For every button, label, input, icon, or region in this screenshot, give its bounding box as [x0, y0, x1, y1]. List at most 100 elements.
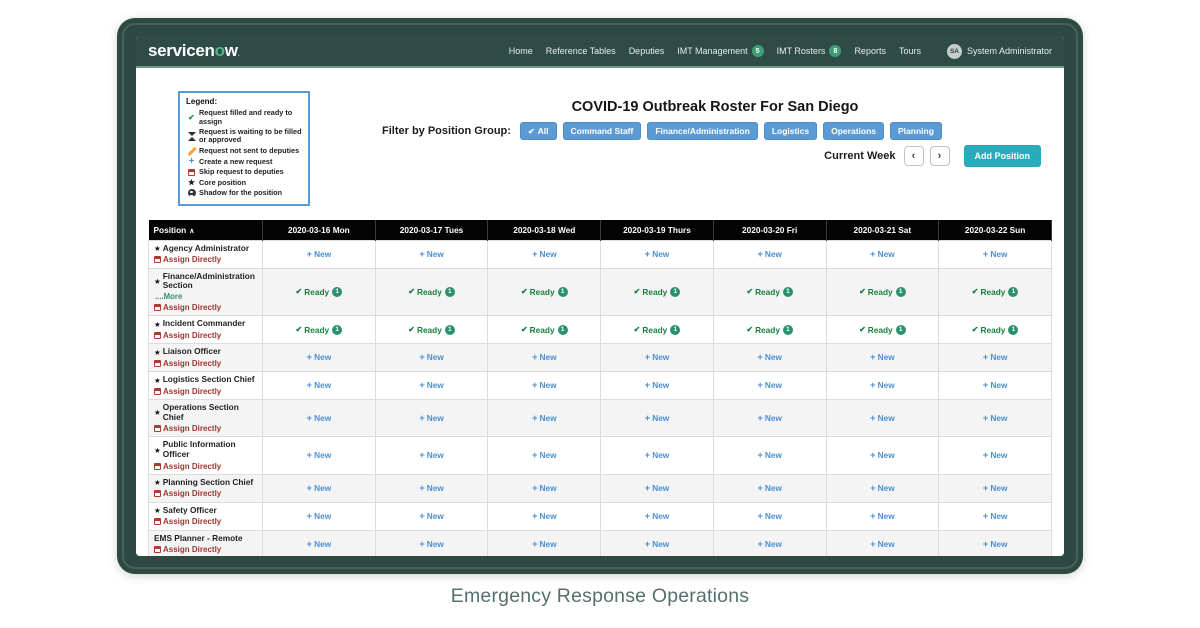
nav-user[interactable]: SA System Administrator: [946, 43, 1052, 59]
new-request-link[interactable]: + New: [307, 450, 332, 461]
nav-item-reports[interactable]: Reports: [854, 46, 886, 56]
new-request-link[interactable]: + New: [532, 413, 557, 424]
new-request-link[interactable]: + New: [532, 249, 557, 260]
new-request-link[interactable]: + New: [532, 352, 557, 363]
nav-item-imt-management[interactable]: IMT Management 5: [677, 45, 764, 57]
ready-status[interactable]: ✔ Ready 1: [972, 286, 1019, 297]
more-link[interactable]: ....More: [155, 292, 183, 302]
nav-item-deputies[interactable]: Deputies: [629, 46, 665, 56]
assign-directly-link[interactable]: Assign Directly: [154, 545, 258, 554]
new-request-link[interactable]: + New: [532, 450, 557, 461]
new-request-link[interactable]: + New: [870, 450, 895, 461]
ready-status[interactable]: ✔ Ready 1: [521, 286, 568, 297]
new-request-link[interactable]: + New: [307, 413, 332, 424]
new-request-link[interactable]: + New: [870, 511, 895, 522]
nav-item-imt-rosters[interactable]: IMT Rosters 8: [777, 45, 842, 57]
new-request-link[interactable]: + New: [757, 450, 782, 461]
new-request-link[interactable]: + New: [307, 539, 332, 550]
filter-button-command-staff[interactable]: Command Staff: [562, 122, 642, 140]
new-request-link[interactable]: + New: [757, 413, 782, 424]
ready-status[interactable]: ✔ Ready 1: [634, 286, 681, 297]
new-request-link[interactable]: + New: [307, 352, 332, 363]
new-request-link[interactable]: + New: [983, 249, 1008, 260]
new-request-link[interactable]: + New: [757, 249, 782, 260]
filter-button-planning[interactable]: Planning: [890, 122, 942, 140]
assign-directly-link[interactable]: Assign Directly: [154, 489, 258, 498]
nav-item-home[interactable]: Home: [509, 46, 533, 56]
ready-status[interactable]: ✔ Ready 1: [408, 324, 455, 335]
ready-status[interactable]: ✔ Ready 1: [972, 324, 1019, 335]
new-request-link[interactable]: + New: [419, 483, 444, 494]
new-request-link[interactable]: + New: [645, 380, 670, 391]
ready-status[interactable]: ✔ Ready 1: [408, 286, 455, 297]
assign-directly-link[interactable]: Assign Directly: [154, 424, 258, 433]
add-position-button[interactable]: Add Position: [963, 145, 1041, 167]
new-request-link[interactable]: + New: [419, 380, 444, 391]
new-request-link[interactable]: + New: [645, 483, 670, 494]
new-request-link[interactable]: + New: [645, 249, 670, 260]
new-request-link[interactable]: + New: [983, 352, 1008, 363]
new-request-link[interactable]: + New: [419, 249, 444, 260]
new-request-link[interactable]: + New: [757, 511, 782, 522]
new-request-link[interactable]: + New: [307, 483, 332, 494]
new-request-link[interactable]: + New: [870, 380, 895, 391]
ready-status[interactable]: ✔ Ready 1: [521, 324, 568, 335]
new-request-link[interactable]: + New: [983, 450, 1008, 461]
previous-week-button[interactable]: ‹: [903, 146, 924, 166]
new-request-link[interactable]: + New: [983, 413, 1008, 424]
new-request-link[interactable]: + New: [532, 380, 557, 391]
assign-directly-link[interactable]: Assign Directly: [154, 359, 258, 368]
filter-button-logistics[interactable]: Logistics: [763, 122, 818, 140]
new-request-link[interactable]: + New: [645, 511, 670, 522]
ready-status[interactable]: ✔ Ready 1: [634, 324, 681, 335]
assign-directly-link[interactable]: Assign Directly: [154, 255, 258, 264]
filter-button-all[interactable]: ✔ All: [519, 122, 557, 140]
new-request-link[interactable]: + New: [983, 380, 1008, 391]
new-request-link[interactable]: + New: [645, 413, 670, 424]
assign-directly-link[interactable]: Assign Directly: [154, 331, 258, 340]
new-request-link[interactable]: + New: [870, 483, 895, 494]
ready-status[interactable]: ✔ Ready 1: [746, 324, 793, 335]
new-request-link[interactable]: + New: [419, 413, 444, 424]
assign-directly-link[interactable]: Assign Directly: [154, 462, 258, 471]
new-request-link[interactable]: + New: [307, 249, 332, 260]
filter-button-operations[interactable]: Operations: [823, 122, 884, 140]
new-request-link[interactable]: + New: [419, 352, 444, 363]
assign-directly-link[interactable]: Assign Directly: [154, 303, 258, 312]
new-request-link[interactable]: + New: [645, 450, 670, 461]
new-request-link[interactable]: + New: [870, 352, 895, 363]
ready-status[interactable]: ✔ Ready 1: [746, 286, 793, 297]
new-request-link[interactable]: + New: [870, 249, 895, 260]
new-request-link[interactable]: + New: [532, 511, 557, 522]
nav-item-reference-tables[interactable]: Reference Tables: [546, 46, 616, 56]
new-request-link[interactable]: + New: [419, 511, 444, 522]
new-request-link[interactable]: + New: [870, 539, 895, 550]
new-request-link[interactable]: + New: [757, 380, 782, 391]
new-request-link[interactable]: + New: [532, 483, 557, 494]
ready-status[interactable]: ✔ Ready 1: [859, 324, 906, 335]
new-request-link[interactable]: + New: [870, 413, 895, 424]
position-column-header[interactable]: Position ∧: [148, 220, 263, 240]
new-request-link[interactable]: + New: [307, 511, 332, 522]
new-request-link[interactable]: + New: [645, 352, 670, 363]
new-request-link[interactable]: + New: [983, 483, 1008, 494]
servicenow-logo[interactable]: servicenow.: [148, 41, 240, 61]
filter-button-finance-administration[interactable]: Finance/Administration: [647, 122, 758, 140]
nav-item-tours[interactable]: Tours: [899, 46, 921, 56]
new-request-link[interactable]: + New: [419, 450, 444, 461]
assign-directly-link[interactable]: Assign Directly: [154, 387, 258, 396]
new-request-link[interactable]: + New: [532, 539, 557, 550]
new-request-link[interactable]: + New: [645, 539, 670, 550]
new-request-link[interactable]: + New: [419, 539, 444, 550]
new-request-link[interactable]: + New: [757, 352, 782, 363]
new-request-link[interactable]: + New: [983, 539, 1008, 550]
ready-status[interactable]: ✔ Ready 1: [859, 286, 906, 297]
assign-directly-link[interactable]: Assign Directly: [154, 517, 258, 526]
new-request-link[interactable]: + New: [757, 539, 782, 550]
new-request-link[interactable]: + New: [983, 511, 1008, 522]
next-week-button[interactable]: ›: [929, 146, 950, 166]
new-request-link[interactable]: + New: [307, 380, 332, 391]
ready-status[interactable]: ✔ Ready 1: [296, 286, 343, 297]
new-request-link[interactable]: + New: [757, 483, 782, 494]
ready-status[interactable]: ✔ Ready 1: [296, 324, 343, 335]
